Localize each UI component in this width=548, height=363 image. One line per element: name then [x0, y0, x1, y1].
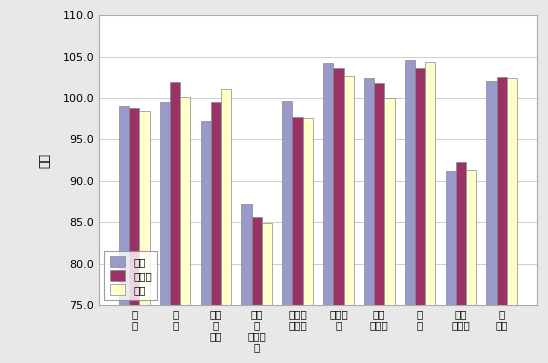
Bar: [466, 170, 476, 363]
Bar: [384, 98, 395, 363]
Bar: [487, 81, 496, 363]
Bar: [180, 97, 191, 363]
Bar: [364, 78, 374, 363]
Bar: [456, 162, 466, 363]
Bar: [415, 68, 425, 363]
Bar: [201, 121, 211, 363]
Bar: [323, 63, 333, 363]
Bar: [302, 118, 313, 363]
Bar: [425, 62, 435, 363]
Bar: [129, 108, 139, 363]
Legend: 津市, 三重県, 全国: 津市, 三重県, 全国: [104, 251, 157, 300]
Bar: [405, 60, 415, 363]
Bar: [252, 217, 262, 363]
Bar: [374, 83, 384, 363]
Bar: [262, 223, 272, 363]
Bar: [170, 82, 180, 363]
Y-axis label: 指数: 指数: [38, 153, 52, 168]
Bar: [333, 68, 344, 363]
Bar: [160, 102, 170, 363]
Bar: [507, 78, 517, 363]
Bar: [242, 204, 252, 363]
Bar: [446, 171, 456, 363]
Bar: [221, 89, 231, 363]
Bar: [211, 102, 221, 363]
Bar: [293, 117, 302, 363]
Bar: [282, 101, 293, 363]
Bar: [139, 111, 150, 363]
Bar: [496, 77, 507, 363]
Bar: [119, 106, 129, 363]
Bar: [344, 76, 353, 363]
